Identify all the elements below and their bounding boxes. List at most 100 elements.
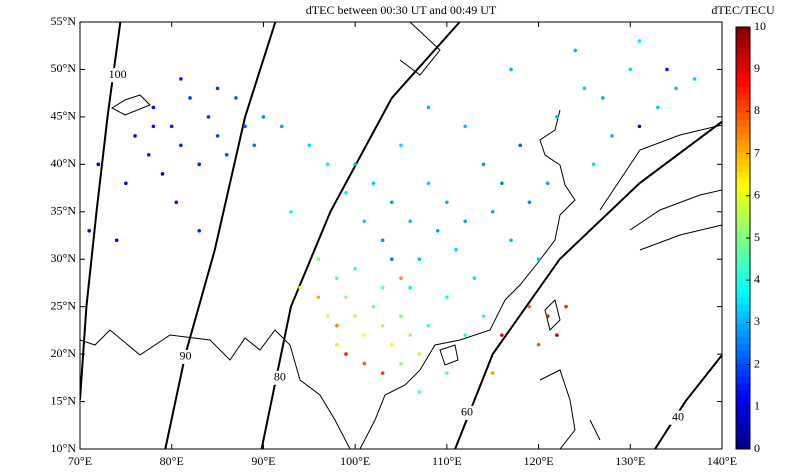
- y-tick-label: 35°N: [51, 204, 77, 218]
- x-tick-label: 100°E: [340, 454, 370, 468]
- point: [87, 228, 91, 233]
- point: [289, 209, 293, 214]
- point: [316, 295, 321, 299]
- point: [174, 200, 179, 205]
- contour-label: 60: [461, 405, 473, 419]
- point: [399, 361, 403, 366]
- point: [656, 105, 660, 110]
- colorbar-tick-label: 7: [754, 145, 760, 159]
- colorbar-segment: [736, 310, 750, 318]
- point: [206, 115, 211, 119]
- colorbar-segment: [736, 363, 750, 371]
- point: [454, 247, 458, 252]
- point: [417, 352, 422, 356]
- colorbar-segment: [736, 369, 750, 377]
- y-tick-label: 10°N: [51, 441, 77, 455]
- point: [279, 124, 284, 129]
- point: [527, 200, 532, 205]
- contour-label: 90: [179, 349, 191, 363]
- point: [380, 285, 385, 290]
- colorbar-segment: [736, 53, 750, 61]
- colorbar-segment: [736, 86, 750, 94]
- point: [399, 143, 403, 148]
- point: [243, 124, 247, 129]
- x-tick-label: 70°E: [68, 454, 92, 468]
- point: [160, 172, 165, 176]
- point: [408, 333, 412, 337]
- colorbar-segment: [736, 442, 750, 450]
- point: [371, 181, 376, 186]
- point: [545, 314, 550, 318]
- colorbar-tick-label: 5: [754, 230, 760, 244]
- point: [362, 219, 367, 224]
- point: [445, 295, 449, 299]
- point: [637, 124, 642, 129]
- contour-label-bg: [269, 370, 290, 385]
- colorbar-segment: [736, 402, 750, 410]
- point: [555, 115, 559, 119]
- colorbar-tick-label: 9: [754, 61, 760, 75]
- point: [362, 361, 367, 366]
- colorbar-segment: [736, 185, 750, 193]
- point: [610, 134, 614, 138]
- point: [509, 67, 513, 72]
- point: [179, 77, 183, 81]
- point: [463, 124, 468, 129]
- point: [390, 342, 394, 347]
- point: [417, 390, 422, 394]
- colorbar-segment: [736, 270, 750, 279]
- colorbar-segment: [736, 119, 750, 127]
- point: [96, 162, 101, 167]
- plot-frame: [79, 21, 723, 450]
- point: [509, 238, 513, 243]
- point: [674, 86, 678, 91]
- colorbar-segment: [736, 106, 750, 114]
- point: [261, 115, 266, 119]
- colorbar-segment: [736, 336, 750, 344]
- colorbar-tick-label: 4: [754, 272, 760, 286]
- colorbar-segment: [736, 416, 750, 424]
- point: [390, 257, 394, 262]
- point: [335, 342, 339, 347]
- colorbar-segment: [736, 264, 750, 272]
- y-tick-label: 25°N: [51, 298, 77, 312]
- point: [417, 257, 422, 262]
- colorbar-segment: [736, 244, 750, 252]
- point: [215, 134, 220, 138]
- coast-hainan: [439, 344, 459, 366]
- points: [87, 39, 697, 394]
- colorbar-tick-label: 2: [754, 356, 760, 370]
- colorbar-segment: [736, 376, 750, 384]
- point: [426, 181, 431, 186]
- point: [344, 352, 348, 356]
- point: [197, 228, 202, 233]
- point: [665, 67, 669, 72]
- point: [628, 67, 633, 72]
- colorbar-tick-label: 10: [754, 19, 766, 33]
- point: [316, 257, 321, 262]
- point: [536, 342, 541, 347]
- colorbar-segment: [736, 211, 750, 219]
- point: [252, 143, 257, 148]
- point: [600, 96, 605, 100]
- point: [380, 238, 385, 243]
- coast-balkhash: [110, 94, 151, 116]
- colorbar-segment: [736, 224, 750, 232]
- point: [490, 371, 495, 375]
- colorbar-segment: [736, 350, 750, 358]
- x-tick-label: 130°E: [615, 454, 645, 468]
- colorbar-segment: [736, 152, 750, 160]
- colorbar-segment: [736, 396, 750, 404]
- point: [169, 124, 174, 129]
- y-tick-label: 30°N: [51, 251, 77, 265]
- point: [344, 191, 348, 195]
- point: [500, 333, 504, 337]
- coast-taiwan: [544, 299, 561, 331]
- colorbar-segment: [736, 59, 750, 68]
- y-tick-label: 50°N: [51, 61, 77, 75]
- contour-line: [654, 354, 722, 449]
- colorbar-segment: [736, 198, 750, 206]
- colorbar-segment: [736, 218, 750, 226]
- colorbar-segment: [736, 383, 750, 391]
- point: [390, 200, 394, 205]
